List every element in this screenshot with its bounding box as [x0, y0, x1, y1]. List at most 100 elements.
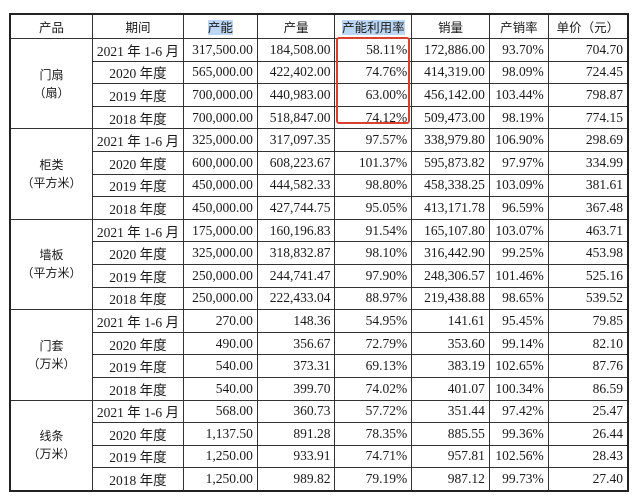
header-row: 产品 期间 产能 产量 产能利用率 销量 产销率 单价（元）	[9, 13, 629, 39]
period-cell: 2018 年度	[91, 286, 185, 311]
period-cell: 2020 年度	[91, 60, 185, 85]
sales-cell: 338,979.80	[411, 128, 490, 152]
utilization-cell: 74.02%	[334, 376, 413, 401]
sales-ratio-cell: 99.36%	[488, 422, 549, 446]
output-cell: 427,744.75	[256, 196, 336, 220]
utilization-cell: 78.35%	[334, 422, 413, 446]
utilization-cell: 101.37%	[334, 150, 413, 175]
period-cell: 2021 年 1-6 月	[91, 399, 185, 424]
table-row: 2018 年度 540.00 399.70 74.02% 401.07 100.34% 86…	[10, 376, 629, 401]
table-row: 线条 （万米） 2021 年 1-6 月 568.00 360.73 57.72% 351.…	[9, 399, 629, 492]
product-unit: （万米）	[27, 356, 76, 371]
utilization-cell: 97.57%	[334, 128, 413, 152]
sales-cell: 509,473.00	[411, 105, 490, 130]
table-row: 2019 年度 250,000.00 244,741.47 97.90% 248,306…	[10, 263, 629, 288]
sales-cell: 316,442.90	[411, 241, 490, 265]
unit-price-cell: 367.48	[547, 196, 629, 220]
unit-price-cell: 79.85	[547, 309, 629, 333]
utilization-cell: 58.11%	[334, 38, 413, 62]
period-cell: 2019 年度	[91, 354, 185, 378]
output-cell: 317,097.35	[256, 128, 336, 152]
capacity-cell: 700,000.00	[183, 105, 258, 130]
product-name: 门套	[39, 338, 64, 353]
sales-cell: 414,319.00	[411, 60, 490, 85]
sales-cell: 987.12	[411, 467, 490, 492]
unit-price-cell: 463.71	[547, 218, 629, 243]
product-unit: （万米）	[27, 447, 76, 462]
output-cell: 318,832.87	[256, 241, 336, 265]
header-output: 产量	[256, 13, 336, 39]
sales-ratio-cell: 100.34%	[488, 376, 549, 401]
sales-cell: 456,142.00	[411, 83, 490, 107]
sales-cell: 353.60	[411, 331, 490, 356]
table-row: 墙板 （平方米） 2021 年 1-6 月 175,000.00 160,196.83 9…	[9, 218, 629, 311]
utilization-cell: 74.76%	[334, 60, 413, 85]
sales-cell: 413,171.78	[411, 196, 490, 220]
utilization-cell: 74.12%	[334, 105, 413, 130]
table-row: 2020 年度 325,000.00 318,832.87 98.10% 316,442…	[10, 241, 629, 265]
period-cell: 2020 年度	[91, 422, 185, 446]
product-name: 线条	[39, 429, 64, 444]
period-cell: 2021 年 1-6 月	[91, 218, 185, 243]
utilization-cell: 63.00%	[334, 83, 413, 107]
output-cell: 360.73	[256, 399, 336, 424]
header-product: 产品	[9, 13, 93, 39]
capacity-cell: 565,000.00	[183, 60, 258, 85]
period-cell: 2019 年度	[91, 83, 185, 107]
period-cell: 2018 年度	[91, 105, 185, 130]
capacity-cell: 600,000.00	[183, 150, 258, 175]
sales-ratio-cell: 103.09%	[488, 173, 549, 198]
header-capacity: 产能	[183, 13, 258, 39]
output-cell: 440,983.00	[256, 83, 336, 107]
table-row: 2019 年度 540.00 373.31 69.13% 383.19 102.65% 87…	[10, 354, 629, 378]
output-cell: 518,847.00	[256, 105, 336, 130]
product-cell: 柜类 （平方米）	[9, 128, 93, 220]
sales-ratio-cell: 103.07%	[488, 218, 549, 243]
sales-cell: 458,338.25	[411, 173, 490, 198]
period-cell: 2021 年 1-6 月	[91, 309, 185, 333]
utilization-cell: 95.05%	[334, 196, 413, 220]
period-cell: 2019 年度	[91, 263, 185, 288]
sales-cell: 885.55	[411, 422, 490, 446]
unit-price-cell: 724.45	[547, 60, 629, 85]
sales-ratio-cell: 95.45%	[488, 309, 549, 333]
sales-ratio-cell: 103.44%	[488, 83, 549, 107]
capacity-cell: 317,500.00	[183, 38, 258, 62]
sales-cell: 219,438.88	[411, 286, 490, 311]
capacity-cell: 540.00	[183, 376, 258, 401]
sales-ratio-cell: 102.65%	[488, 354, 549, 378]
table-row: 2020 年度 565,000.00 422,402.00 74.76% 414,319…	[10, 60, 629, 85]
capacity-cell: 568.00	[183, 399, 258, 424]
product-cell: 门扇 （扇）	[9, 37, 93, 130]
table-row: 柜类 （平方米） 2021 年 1-6 月 325,000.00 317,097.35 9…	[9, 128, 629, 220]
sales-cell: 595,873.82	[411, 150, 490, 175]
product-unit: （平方米）	[21, 176, 82, 191]
product-name: 柜类	[39, 158, 64, 173]
sales-cell: 401.07	[411, 376, 490, 401]
product-cell: 墙板 （平方米）	[9, 218, 93, 311]
utilization-cell: 79.19%	[334, 467, 413, 492]
utilization-cell: 91.54%	[334, 218, 413, 243]
table-row: 2018 年度 700,000.00 518,847.00 74.12% 509,473…	[10, 105, 629, 130]
sales-ratio-cell: 98.65%	[488, 286, 549, 311]
output-cell: 160,196.83	[256, 218, 336, 243]
sales-cell: 165,107.80	[411, 218, 490, 243]
period-cell: 2020 年度	[91, 331, 185, 356]
unit-price-cell: 774.15	[547, 105, 629, 130]
utilization-cell: 54.95%	[334, 309, 413, 333]
unit-price-cell: 26.44	[547, 422, 629, 446]
unit-price-cell: 86.59	[547, 376, 629, 401]
sales-ratio-cell: 99.73%	[488, 467, 549, 492]
output-cell: 399.70	[256, 376, 336, 401]
period-cell: 2018 年度	[91, 467, 185, 492]
period-cell: 2019 年度	[91, 173, 185, 198]
period-cell: 2018 年度	[91, 196, 185, 220]
table-row: 门套 （万米） 2021 年 1-6 月 270.00 148.36 54.95% 141.…	[9, 309, 629, 401]
capacity-cell: 325,000.00	[183, 128, 258, 152]
output-cell: 356.67	[256, 331, 336, 356]
sales-ratio-cell: 98.19%	[488, 105, 549, 130]
sales-ratio-cell: 97.42%	[488, 399, 549, 424]
unit-price-cell: 798.87	[547, 83, 629, 107]
sales-ratio-cell: 99.25%	[488, 241, 549, 265]
utilization-cell: 74.71%	[334, 444, 413, 469]
